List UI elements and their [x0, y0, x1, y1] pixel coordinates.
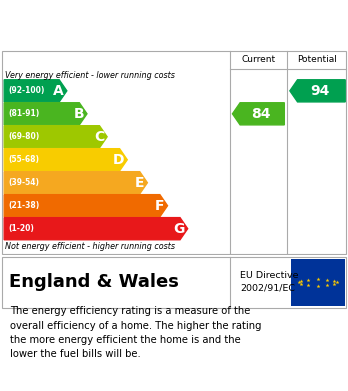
Text: (92-100): (92-100)	[8, 86, 45, 95]
FancyArrow shape	[4, 149, 127, 171]
Text: C: C	[94, 130, 104, 144]
FancyArrow shape	[232, 103, 284, 125]
Text: (21-38): (21-38)	[8, 201, 40, 210]
Text: Very energy efficient - lower running costs: Very energy efficient - lower running co…	[5, 71, 175, 80]
Text: 84: 84	[251, 107, 271, 121]
Text: E: E	[135, 176, 145, 190]
Text: (81-91): (81-91)	[8, 109, 40, 118]
Text: Energy Efficiency Rating: Energy Efficiency Rating	[10, 18, 239, 36]
FancyArrow shape	[4, 126, 107, 148]
Text: EU Directive
2002/91/EC: EU Directive 2002/91/EC	[240, 271, 299, 292]
Text: The energy efficiency rating is a measure of the
overall efficiency of a home. T: The energy efficiency rating is a measur…	[10, 306, 262, 359]
Text: 94: 94	[311, 84, 330, 98]
FancyArrow shape	[290, 80, 345, 102]
Text: (1-20): (1-20)	[8, 224, 34, 233]
Text: (39-54): (39-54)	[8, 178, 39, 187]
Text: Potential: Potential	[298, 56, 338, 65]
FancyArrow shape	[4, 195, 167, 217]
FancyArrow shape	[4, 103, 87, 125]
Bar	[291, 259, 345, 306]
Text: England & Wales: England & Wales	[9, 273, 179, 292]
Text: D: D	[113, 153, 125, 167]
FancyArrow shape	[4, 172, 148, 194]
FancyArrow shape	[4, 218, 188, 240]
Text: G: G	[174, 222, 185, 236]
Text: A: A	[53, 84, 64, 98]
Text: Not energy efficient - higher running costs: Not energy efficient - higher running co…	[5, 242, 175, 251]
Text: F: F	[155, 199, 165, 213]
Text: (69-80): (69-80)	[8, 132, 40, 141]
Text: Current: Current	[241, 56, 276, 65]
FancyArrow shape	[4, 80, 67, 102]
Text: B: B	[73, 107, 84, 121]
Text: (55-68): (55-68)	[8, 155, 39, 164]
